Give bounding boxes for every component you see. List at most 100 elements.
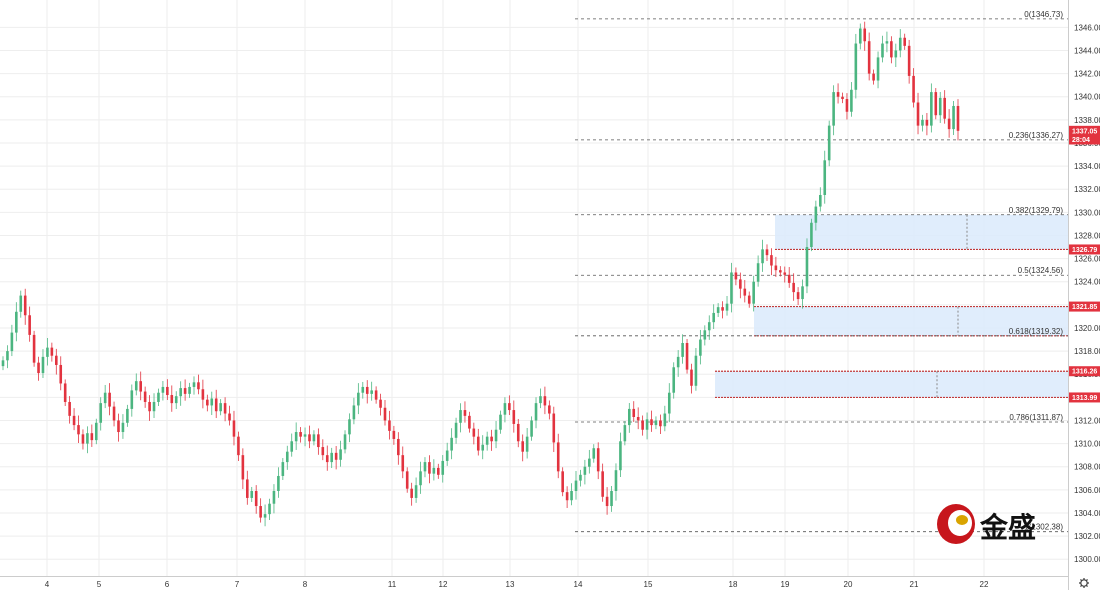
- candle-body: [534, 403, 538, 421]
- candle: [672, 362, 676, 399]
- candle: [779, 266, 782, 277]
- candle-body: [55, 355, 58, 365]
- candle-body: [468, 415, 471, 429]
- candle: [463, 401, 467, 423]
- candle: [632, 401, 636, 422]
- price-tick-label: 1330.00: [1074, 208, 1100, 217]
- candle-body: [725, 303, 729, 311]
- price-tag-bg: [1069, 125, 1100, 136]
- candle-body: [139, 381, 142, 392]
- candle: [410, 482, 413, 506]
- candle: [130, 384, 134, 417]
- candlestick-series: [1, 21, 960, 527]
- candle-body: [730, 272, 733, 304]
- fib-label: 0(1346.73): [1024, 10, 1063, 19]
- candle: [90, 424, 94, 447]
- candle: [832, 85, 835, 136]
- candle: [503, 397, 507, 423]
- candle-body: [579, 474, 582, 481]
- candle: [437, 463, 440, 479]
- candle-body: [246, 479, 249, 498]
- candle-body: [503, 403, 507, 415]
- candle-body: [543, 396, 547, 406]
- candle: [414, 477, 418, 503]
- candle-body: [930, 92, 933, 126]
- settings-gear-icon[interactable]: [1079, 578, 1089, 588]
- candle: [588, 449, 591, 474]
- candle: [379, 393, 382, 416]
- candle-body: [419, 471, 422, 486]
- candle: [485, 431, 489, 451]
- candle: [72, 408, 76, 431]
- candle: [197, 374, 200, 395]
- time-tick-label: 15: [644, 580, 653, 589]
- candle-body: [712, 312, 715, 323]
- candle-body: [59, 364, 63, 384]
- candle: [397, 432, 400, 465]
- price-tag: 1313.99: [1069, 392, 1100, 403]
- candle-body: [516, 423, 520, 442]
- candle-body: [228, 413, 231, 421]
- candle-body: [934, 92, 938, 116]
- candle: [494, 421, 498, 449]
- candle: [219, 399, 222, 416]
- price-tag-label: 1316.26: [1072, 369, 1097, 376]
- price-tag: 28:04: [1069, 134, 1100, 145]
- candle-body: [761, 249, 764, 264]
- price-tick-label: 1326.00: [1074, 255, 1100, 264]
- candle: [521, 434, 524, 462]
- candle-body: [659, 420, 662, 427]
- candle-body: [81, 434, 85, 444]
- candle: [250, 486, 254, 502]
- candle: [468, 411, 471, 433]
- price-tag-label: 1326.79: [1072, 247, 1097, 254]
- candle-body: [654, 420, 658, 426]
- candle: [548, 400, 551, 420]
- candle-body: [552, 413, 556, 443]
- candle-body: [903, 37, 906, 46]
- candle: [383, 400, 387, 426]
- candle: [392, 425, 396, 445]
- price-axis[interactable]: 1300.00 1302.00 1304.00 1306.00 1308.00 1310.…: [1068, 0, 1100, 590]
- candle: [836, 83, 840, 104]
- candle: [46, 338, 49, 366]
- candle-body: [15, 311, 18, 333]
- candle-body: [765, 249, 769, 256]
- candle: [721, 301, 724, 319]
- candle-body: [485, 436, 489, 445]
- candle: [552, 406, 556, 453]
- candle-body: [907, 45, 911, 76]
- candle-body: [854, 43, 858, 90]
- candle: [281, 458, 285, 481]
- candle-body: [281, 462, 285, 476]
- candle-body: [641, 420, 644, 430]
- price-tag-label: 1313.99: [1072, 395, 1097, 402]
- candle: [810, 218, 813, 252]
- time-axis[interactable]: 4 5 6 7 8 11 12 13 14 15 18 19 20 21 22: [0, 576, 1068, 590]
- candle-body: [739, 279, 742, 289]
- candle: [499, 410, 502, 434]
- candle: [792, 273, 795, 301]
- candle: [805, 238, 809, 294]
- candle: [801, 279, 804, 309]
- candle-body: [836, 92, 840, 97]
- candle: [512, 400, 516, 433]
- fib-label: 0.786(1311.87): [1009, 413, 1063, 422]
- candle: [912, 68, 915, 108]
- candle: [574, 470, 578, 500]
- price-tags: 1337.05 28:04 1326.79 1321.85 1316.26 1313.99: [1069, 125, 1100, 403]
- candle: [583, 459, 587, 485]
- candle-body: [348, 419, 351, 435]
- candle-body: [925, 119, 929, 126]
- candle: [872, 69, 875, 85]
- candle-body: [232, 420, 236, 437]
- candle-body: [268, 503, 271, 515]
- candle: [476, 428, 480, 456]
- candle-body: [827, 125, 831, 161]
- candle-body: [645, 419, 649, 430]
- candle-body: [174, 396, 178, 404]
- candle: [112, 401, 116, 427]
- candle: [232, 410, 236, 446]
- candle-body: [445, 450, 449, 461]
